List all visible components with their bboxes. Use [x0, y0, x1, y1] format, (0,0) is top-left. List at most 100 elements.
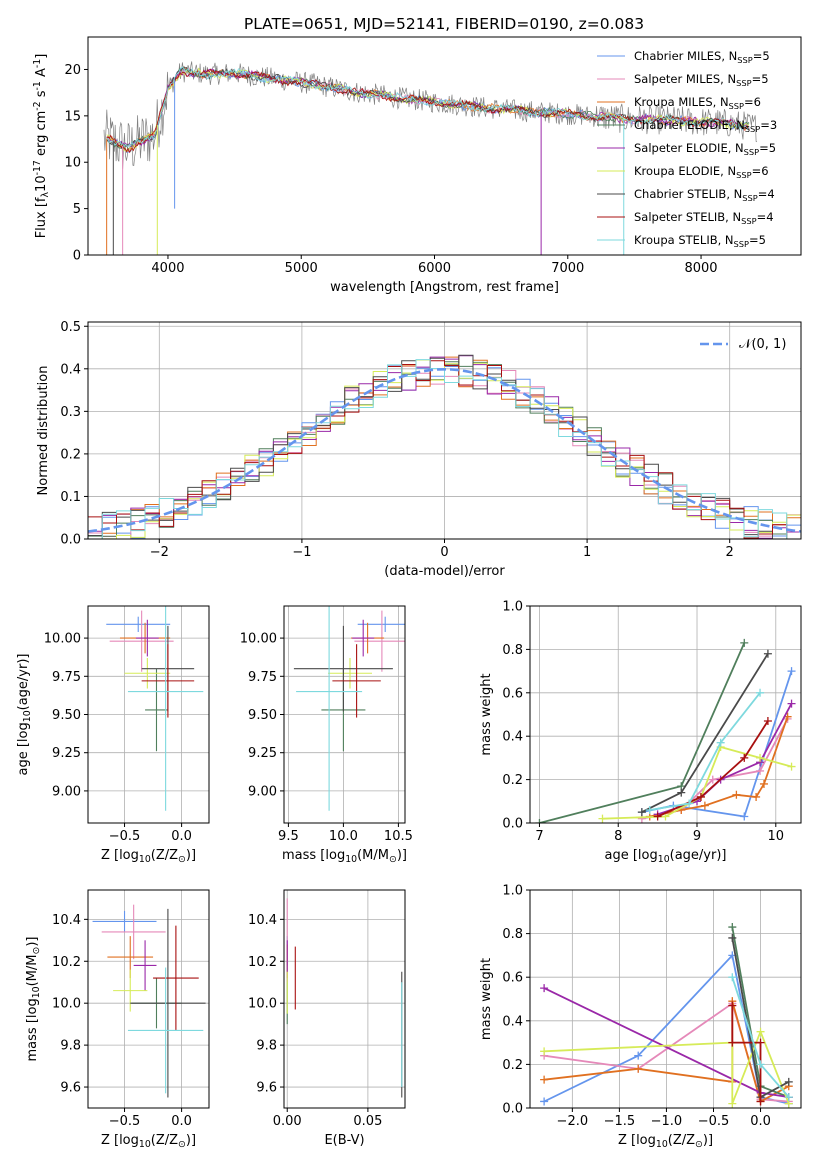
plot-content: [103, 61, 758, 255]
y-tick-label: 0.2: [60, 447, 81, 462]
x-axis-label: age [log10(age/yr)]: [605, 848, 727, 865]
legend-label: Salpeter MILES, NSSP=5: [634, 72, 769, 88]
label-part: Chabrier MILES, N: [634, 49, 737, 63]
model-spectrum-line: [106, 66, 750, 148]
weight-marker: [540, 984, 549, 993]
label-part: )]: [397, 848, 407, 863]
weight-marker: [653, 812, 662, 821]
label-part: Salpeter ELODIE, N: [634, 141, 744, 155]
y-tick-label: 0.0: [60, 533, 81, 548]
x-tick-label: 0.0: [750, 1114, 771, 1129]
label-part: s: [34, 90, 49, 101]
label-part: A: [34, 68, 49, 81]
x-tick-label: −2.0: [557, 1114, 589, 1129]
histogram-step: [88, 359, 801, 539]
axes-frame: [529, 889, 802, 1109]
label-part: =5: [752, 72, 769, 86]
label-part: )]: [703, 1133, 713, 1148]
label-part: -1: [32, 81, 43, 90]
plot-content: [286, 898, 403, 1098]
weight-marker: [732, 790, 741, 799]
x-tick-label: 4000: [151, 261, 184, 276]
y-tick-label: 10.2: [52, 955, 81, 970]
y-tick-label: 0.8: [502, 927, 523, 942]
label-part: mass [log: [25, 998, 40, 1061]
plot-content: [293, 606, 405, 811]
weight-marker: [740, 812, 749, 821]
label-part: SSP: [742, 193, 757, 203]
y-tick-label: 0.8: [502, 643, 523, 658]
weight-marker: [540, 1047, 549, 1056]
label-part: (M/M: [25, 955, 40, 987]
weight-marker: [756, 753, 765, 762]
weight-marker: [740, 638, 749, 647]
y-axis-label: age [log10(age/yr)]: [16, 654, 33, 776]
label-part: (Z/Z: [151, 1133, 178, 1148]
x-axis-label: mass [log10(M/M⊙)]: [282, 848, 407, 865]
weight-marker: [634, 1064, 643, 1073]
y-tick-label: 9.50: [248, 708, 277, 723]
plot-weight-vs-Z: −2.0 −1.5 −1.0 −0.5 0.0 0.0 0.2 0.4 0.6 0.8 1.0 Z […: [479, 884, 802, 1150]
x-tick-label: 10.5: [384, 829, 413, 844]
weight-marker: [787, 762, 796, 771]
x-tick-label: 6000: [418, 261, 451, 276]
y-axis-label: Normed distribution: [36, 366, 51, 496]
weight-line: [641, 718, 789, 820]
label-part: SSP: [734, 239, 749, 249]
weight-marker: [756, 1027, 765, 1036]
y-tick-label: 0.4: [60, 362, 81, 377]
label-part: Normed distribution: [36, 366, 51, 496]
weight-line: [649, 692, 761, 811]
y-tick-label: 9.8: [256, 1039, 277, 1054]
model-spectrum-line: [106, 66, 750, 148]
x-tick-label: 0.05: [353, 1114, 382, 1129]
label-part: 10: [345, 854, 357, 865]
weight-line: [657, 720, 769, 818]
axes-frame: [283, 889, 406, 1109]
weight-marker: [728, 1038, 737, 1047]
label-part: -2: [32, 101, 43, 110]
label-part: λ: [40, 191, 51, 197]
plot-age-vs-mass: 9.5 10.0 10.5 9.00 9.25 9.50 9.75 10.00 mass [lo…: [240, 605, 413, 865]
label-part: (Z/Z: [668, 1133, 695, 1148]
label-part: =5: [759, 141, 776, 155]
plot-content: [106, 606, 204, 811]
y-axis-label: Flux [fλ10-17 erg cm-2 s-1 A-1]: [32, 54, 51, 239]
label-part: =3: [760, 118, 777, 132]
label-part: 10: [658, 854, 670, 865]
label-part: Kroupa MILES, N: [634, 95, 729, 109]
y-tick-label: 9.25: [52, 746, 81, 761]
label-part: =6: [752, 164, 769, 178]
y-tick-label: 10.0: [248, 997, 277, 1012]
x-tick-label: 0.00: [273, 1114, 302, 1129]
label-part: SSP: [744, 147, 759, 157]
label-part: erg cm: [34, 111, 49, 160]
label-part: Z [log: [618, 1133, 656, 1148]
y-tick-label: 20: [64, 63, 81, 78]
y-tick-label: 0.6: [502, 971, 523, 986]
y-tick-label: 9.25: [248, 746, 277, 761]
y-tick-label: 0: [73, 249, 81, 264]
label-part: Z [log: [101, 848, 139, 863]
legend-label: Salpeter ELODIE, NSSP=5: [634, 141, 776, 157]
y-tick-label: 1.0: [502, 884, 523, 899]
legend-label: Kroupa ELODIE, NSSP=6: [634, 164, 769, 180]
x-tick-label: 9: [693, 829, 701, 844]
label-part: SSP: [745, 124, 760, 134]
x-axis-label: Z [log10(Z/Z⊙)]: [618, 1133, 713, 1150]
label-part: )]: [186, 848, 196, 863]
label-part: =4: [758, 187, 775, 201]
weight-marker: [634, 1051, 643, 1060]
weight-marker: [756, 1097, 765, 1106]
weight-marker: [540, 1075, 549, 1084]
y-axis-label: mass [log10(M/M⊙)]: [25, 937, 42, 1062]
label-part: )]: [25, 937, 40, 947]
x-tick-label: −1: [292, 545, 311, 560]
weight-line: [731, 1005, 762, 1102]
x-tick-label: 10.0: [329, 829, 358, 844]
label-part: SSP: [737, 55, 752, 65]
label-part: ⊙: [389, 854, 397, 865]
weight-marker: [787, 699, 796, 708]
y-tick-label: 9.6: [256, 1081, 277, 1096]
